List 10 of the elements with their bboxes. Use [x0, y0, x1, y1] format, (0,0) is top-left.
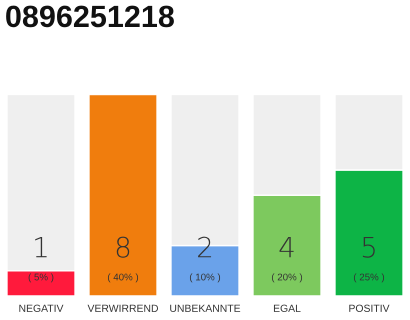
x-tick-label: POSITIV [349, 304, 390, 312]
data-label: 4 ( 20% ) [272, 237, 302, 282]
x-tick-label: EGAL [274, 304, 301, 312]
data-label: 8 ( 40% ) [108, 236, 138, 282]
data-label: 1 ( 5% ) [28, 237, 54, 282]
chart-title: 0896251218 [6, 6, 174, 28]
x-tick-label: UNBEKANNTE [170, 304, 240, 312]
x-tick-label: NEGATIV [19, 304, 64, 312]
data-label: 5 ( 25% ) [354, 237, 384, 282]
x-tick-label: VERWIRREND [88, 304, 158, 312]
